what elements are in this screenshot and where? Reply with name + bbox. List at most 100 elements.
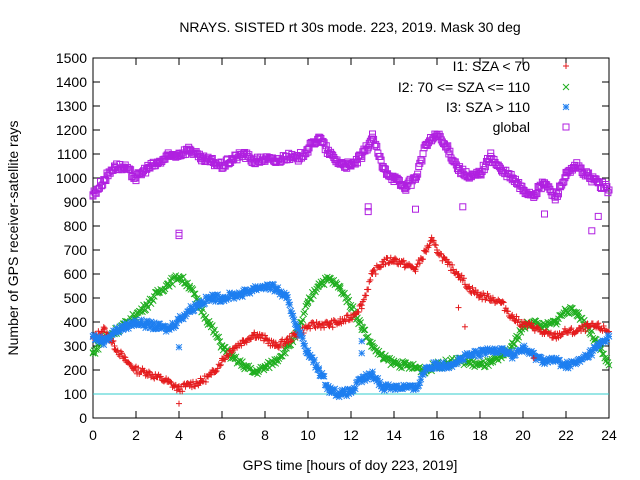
data-point-dense (358, 305, 365, 312)
data-point-dense (551, 331, 558, 338)
legend-marker (562, 83, 570, 91)
data-point-dense (582, 168, 590, 176)
data-point-dense (320, 372, 328, 380)
data-point-dense (249, 368, 257, 376)
data-point-dense (422, 248, 429, 255)
data-point-dense (318, 320, 325, 327)
data-point-dense (326, 323, 333, 330)
data-point-dense (345, 317, 352, 324)
data-point-dense (449, 261, 456, 268)
data-point-dense (466, 283, 473, 290)
data-point-dense (382, 261, 389, 268)
data-point-dense (288, 310, 296, 317)
data-point-dense (239, 293, 246, 300)
data-point-dense (453, 268, 460, 275)
legend-marker (562, 123, 570, 131)
data-point-dense (277, 341, 284, 348)
data-point-dense (109, 338, 116, 345)
data-point-dense (561, 325, 568, 332)
data-point-dense (602, 180, 610, 188)
data-point-dense (155, 289, 162, 296)
x-tick-label: 4 (175, 427, 183, 443)
data-point-dense (575, 309, 583, 317)
y-axis-label: Number of GPS receiver-satellite rays (5, 121, 21, 356)
data-point-dense (600, 322, 607, 329)
outlier-point (588, 227, 596, 235)
data-point-dense (289, 312, 297, 320)
data-point-dense (114, 347, 121, 354)
data-point-dense (149, 297, 157, 304)
data-point-dense (167, 378, 174, 385)
data-point-dense (141, 367, 148, 374)
data-point-dense (524, 323, 531, 330)
outlier-point (455, 304, 462, 311)
x-tick-label: 6 (218, 427, 226, 443)
data-point-dense (202, 378, 209, 385)
data-point-dense (279, 349, 287, 357)
chart-title: NRAYS. SISTED rt 30s mode. 223, 2019. Ma… (179, 19, 520, 35)
x-axis-label: GPS time [hours of doy 223, 2019] (243, 457, 458, 473)
data-point-dense (263, 335, 270, 342)
data-point-dense (423, 248, 430, 255)
x-tick-label: 0 (89, 427, 97, 443)
data-point-dense (360, 296, 367, 303)
data-point-dense (499, 298, 506, 305)
data-point-dense (604, 359, 612, 366)
data-point-dense (321, 324, 328, 331)
data-point-dense (426, 242, 433, 249)
data-point-dense (377, 264, 384, 271)
y-tick-label: 1300 (56, 98, 87, 114)
data-point-dense (420, 256, 427, 263)
y-tick-label: 700 (64, 242, 88, 258)
data-point-dense (385, 260, 392, 267)
data-point-dense (320, 281, 328, 289)
data-point-dense (604, 331, 612, 339)
data-point-dense (208, 322, 216, 329)
legend-label: I3: SZA > 110 (446, 99, 530, 115)
data-point-dense (331, 385, 339, 393)
y-tick-label: 300 (64, 338, 88, 354)
data-point-dense (363, 292, 370, 299)
data-point-dense (369, 130, 376, 138)
data-point-dense (585, 169, 593, 177)
data-point-dense (299, 334, 306, 342)
data-point-dense (213, 368, 220, 375)
data-point-dense (414, 170, 422, 178)
x-tick-label: 12 (343, 427, 359, 443)
data-point-dense (376, 152, 384, 160)
data-point-dense (179, 388, 186, 395)
y-tick-label: 200 (64, 362, 88, 378)
data-point-dense (402, 186, 410, 194)
data-point-dense (220, 343, 228, 351)
outlier-point (358, 349, 366, 357)
data-point-dense (238, 342, 245, 349)
data-point-dense (372, 270, 379, 277)
y-tick-label: 1400 (56, 74, 87, 90)
data-point-dense (286, 333, 293, 340)
legend-marker (563, 63, 569, 69)
data-point-dense (275, 344, 282, 351)
data-point-dense (127, 166, 135, 174)
y-tick-label: 800 (64, 218, 88, 234)
data-point-dense (280, 345, 288, 353)
data-point-dense (191, 290, 199, 298)
data-point-dense (331, 317, 338, 324)
data-point-dense (92, 346, 100, 354)
data-point-dense (179, 273, 187, 281)
data-point-dense (357, 319, 365, 326)
series-3 (89, 280, 613, 401)
data-point-dense (287, 338, 294, 345)
data-point-dense (231, 355, 239, 363)
data-point-dense (364, 333, 372, 340)
data-point-dense (351, 385, 359, 393)
data-point-dense (100, 324, 107, 331)
outlier-point (175, 229, 183, 237)
data-point-dense (511, 317, 518, 324)
data-point-dense (372, 140, 380, 148)
y-tick-label: 100 (64, 386, 88, 402)
data-point-dense (165, 283, 173, 290)
data-point-dense (91, 350, 99, 357)
data-point-dense (351, 160, 359, 168)
data-point-dense (476, 170, 484, 178)
data-point-dense (547, 329, 554, 336)
